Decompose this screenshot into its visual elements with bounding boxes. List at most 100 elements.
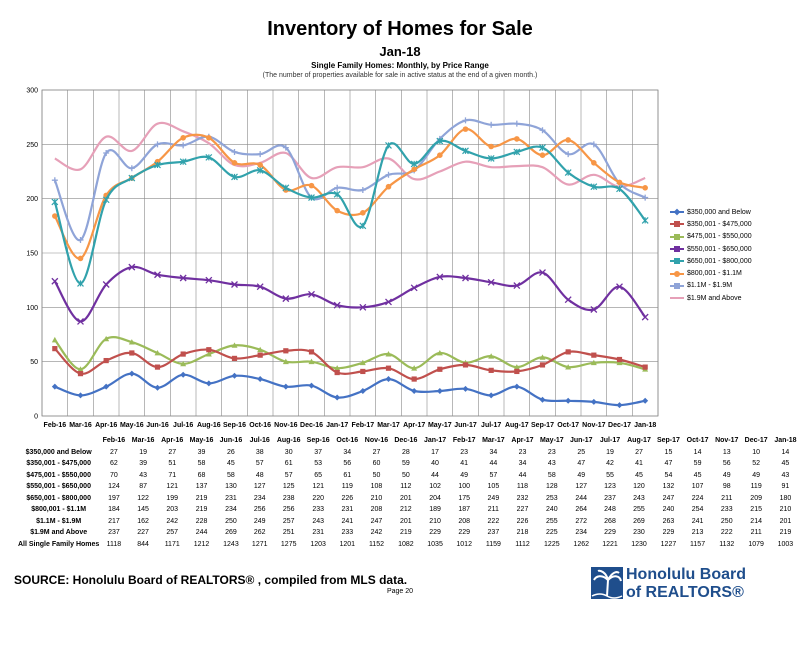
table-cell: 234	[225, 506, 237, 514]
table-cell: 218	[516, 529, 529, 537]
table-cell: 59	[693, 460, 702, 468]
table-cell: 1132	[719, 540, 735, 548]
data-point	[385, 376, 392, 383]
table-cell: 254	[691, 506, 704, 514]
table-cell: 65	[314, 471, 323, 479]
table-cell: 244	[575, 494, 588, 502]
table-cell: 227	[137, 529, 149, 537]
legend-swatch	[670, 220, 684, 228]
table-cell: 54	[664, 471, 673, 479]
data-point	[488, 367, 494, 373]
table-cell: 211	[750, 529, 762, 537]
x-tick-label: Dec-16	[300, 422, 323, 429]
legend-label: $350,001 - $475,000	[687, 220, 752, 228]
legend-swatch	[670, 208, 684, 216]
data-point	[333, 190, 341, 198]
data-point	[308, 182, 315, 189]
table-cell: 219	[400, 529, 412, 537]
table-cell: 15	[664, 448, 673, 456]
table-row-label: $1.9M and Above	[30, 529, 88, 537]
table-cell: 58	[197, 460, 206, 468]
table-cell: 19	[139, 448, 147, 456]
data-point	[565, 137, 571, 143]
table-column-header: Jul-17	[599, 437, 621, 445]
data-point	[462, 385, 469, 392]
table-cell: 201	[400, 517, 412, 525]
data-point	[616, 179, 623, 186]
table-cell: 220	[312, 494, 324, 502]
table-cell: 49	[752, 471, 761, 479]
table-column-header: Apr-17	[511, 437, 534, 445]
table-cell: 14	[781, 448, 790, 456]
y-tick-label: 0	[34, 414, 38, 421]
x-tick-label: Jul-17	[481, 422, 501, 429]
data-point	[154, 141, 161, 148]
legend-label: $1.1M - $1.9M	[687, 282, 733, 290]
data-point	[437, 366, 443, 372]
legend-label: $350,000 and Below	[687, 208, 751, 216]
table-corner-cell	[18, 435, 99, 447]
chart-legend: $350,000 and Below $350,001 - $475,000 $47…	[670, 206, 792, 304]
table-column-header: Jan-17	[423, 437, 447, 445]
data-point	[128, 174, 136, 182]
data-point	[102, 281, 110, 288]
table-cell: 248	[604, 506, 616, 514]
table-cell: 844	[137, 540, 149, 548]
table-cell: 61	[343, 471, 352, 479]
table-cell: 215	[750, 506, 762, 514]
data-point	[411, 365, 418, 371]
data-point	[410, 284, 418, 292]
data-point	[180, 351, 186, 357]
table-cell: 127	[253, 483, 266, 491]
data-point	[359, 186, 366, 193]
table-cell: 210	[429, 517, 441, 525]
table-cell: 250	[225, 517, 237, 525]
data-point	[129, 350, 135, 356]
table-cell: 213	[691, 529, 704, 537]
table-cell: 19	[606, 448, 614, 456]
data-point	[77, 280, 84, 287]
x-tick-label: Jun-17	[454, 422, 477, 429]
table-cell: 214	[750, 517, 762, 525]
table-cell: 1157	[690, 540, 706, 548]
table-column-header: Sep-16	[306, 437, 330, 445]
table-cell: 208	[370, 506, 383, 514]
data-point	[231, 148, 238, 155]
table-cell: 87	[139, 483, 147, 491]
table-cell: 100	[458, 483, 471, 491]
table-cell: 269	[225, 529, 237, 537]
legend-label: $650,001 - $800,000	[687, 257, 752, 265]
data-point	[564, 296, 572, 304]
table-cell: 44	[431, 471, 439, 479]
data-point	[128, 370, 135, 377]
table-cell: 132	[662, 483, 675, 491]
data-point	[462, 126, 469, 132]
table-row: All Single Family Homes 1118 844 1171 1212 12…	[18, 539, 800, 551]
table-column-header: Jul-16	[249, 437, 270, 445]
data-point	[539, 269, 546, 277]
table-column-header: Mar-17	[482, 437, 505, 445]
table-cell: 243	[633, 494, 645, 502]
table-cell: 1012	[456, 540, 472, 548]
table-row: $350,001 - $475,000 62 39 51 58 45 57 61 53 56 60 5…	[18, 458, 800, 470]
table-cell: 62	[110, 460, 118, 468]
data-point	[411, 166, 417, 173]
table-cell: 108	[370, 483, 383, 491]
table-cell: 257	[282, 517, 295, 525]
data-point	[283, 348, 289, 354]
data-point	[539, 354, 546, 360]
table-cell: 229	[662, 529, 675, 537]
table-cell: 49	[577, 471, 586, 479]
table-cell: 25	[577, 448, 586, 456]
table-cell: 203	[166, 506, 179, 514]
table-column-header: Aug-16	[276, 437, 301, 445]
data-point	[385, 171, 392, 178]
table-cell: 249	[487, 494, 500, 502]
table-cell: 263	[662, 517, 675, 525]
table-cell: 1225	[544, 540, 560, 548]
table-cell: 119	[341, 483, 353, 491]
table-cell: 233	[720, 506, 733, 514]
table-column-header: May-16	[189, 437, 214, 445]
table-cell: 175	[458, 494, 471, 502]
table-cell: 237	[604, 494, 616, 502]
